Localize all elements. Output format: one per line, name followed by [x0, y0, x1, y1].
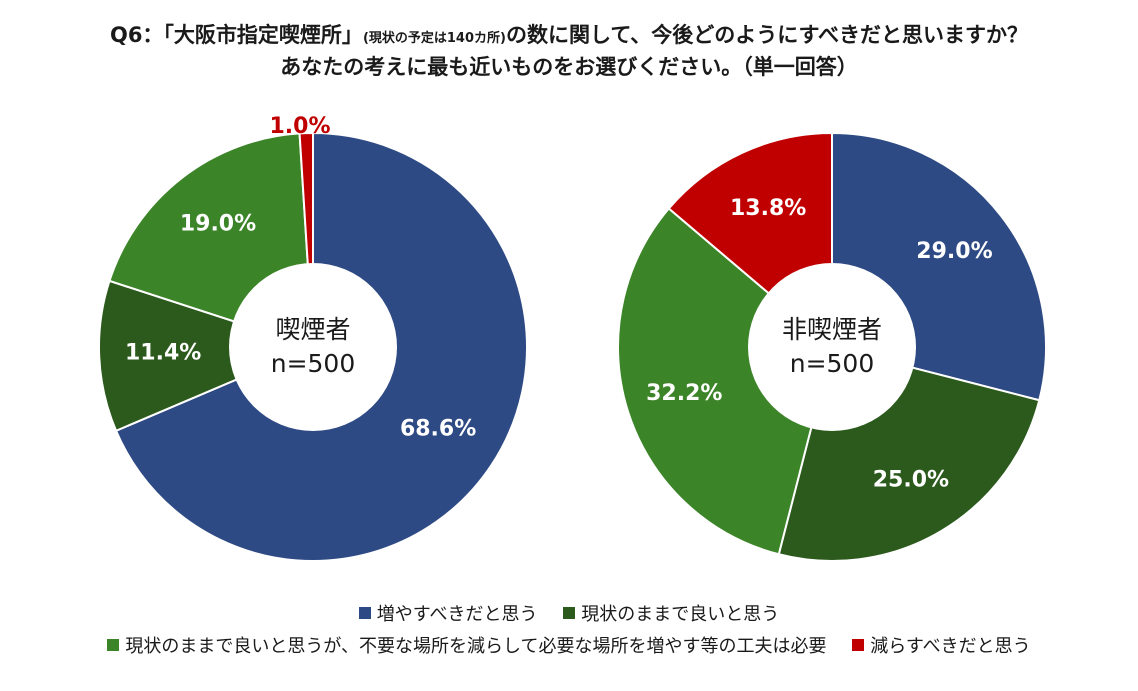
legend-label-decrease: 減らすべきだと思う	[870, 636, 1031, 657]
legend-item-keep-relocate: 現状のままで良いと思うが、不要な場所を減らして必要な場所を増やす等の工夫は必要	[107, 632, 826, 658]
center-group-label: 非喫煙者	[782, 315, 882, 344]
center-group-label: 喫煙者	[275, 315, 350, 344]
data-label-keep-relocate: 19.0%	[180, 212, 256, 237]
data-label-decrease: 13.8%	[730, 196, 806, 221]
donut-slice-keep-relocate	[617, 207, 834, 556]
legend-row-1: 増やすべきだと思う 現状のままで良いと思う	[0, 600, 1138, 626]
data-label-increase: 68.6%	[400, 417, 476, 442]
legend-item-decrease: 減らすべきだと思う	[852, 632, 1031, 658]
title-suffix: の数に関して、今後どのようにすべきだと思いますか？	[505, 23, 1029, 47]
legend-swatch-keep	[563, 607, 576, 619]
data-label-keep: 11.4%	[125, 341, 201, 366]
legend-item-increase: 増やすべきだと思う	[358, 600, 538, 626]
legend-label-keep: 現状のままで良いと思う	[581, 604, 780, 625]
legend-row-2: 現状のままで良いと思うが、不要な場所を減らして必要な場所を増やす等の工夫は必要 …	[0, 632, 1138, 658]
data-label-keep: 25.0%	[873, 467, 949, 492]
chart-title-line2: あなたの考えに最も近いものをお選びください。（単一回答）	[280, 55, 858, 79]
chart-title-line1: Q6：「大阪市指定喫煙所」(現状の予定は140カ所)の数に関して、今後どのように…	[0, 20, 1138, 54]
non-smokers-donut-chart: 29.0% 25.0% 32.2% 13.8% 非喫煙者 n=500	[617, 131, 1047, 562]
center-sample-size: n=500	[271, 349, 356, 378]
legend-swatch-keep-relocate	[107, 639, 120, 651]
smokers-donut-chart: 68.6% 11.4% 19.0% 1.0% 喫煙者 n=500	[98, 114, 528, 562]
data-label-decrease: 1.0%	[269, 114, 330, 139]
donut-center-hole	[229, 263, 397, 431]
center-sample-size: n=500	[790, 349, 875, 378]
title-note: (現状の予定は140カ所)	[362, 31, 506, 46]
donut-slice-keep	[98, 279, 316, 433]
legend-swatch-increase	[358, 607, 371, 619]
data-label-keep-relocate: 32.2%	[646, 381, 722, 406]
legend-swatch-decrease	[852, 639, 865, 651]
legend-label-keep-relocate: 現状のままで良いと思うが、不要な場所を減らして必要な場所を増やす等の工夫は必要	[125, 636, 827, 657]
donut-center-hole	[748, 263, 916, 431]
title-prefix: Q6：「大阪市指定喫煙所」	[109, 23, 363, 47]
legend-label-increase: 増やすべきだと思う	[376, 604, 538, 625]
data-label-increase: 29.0%	[916, 239, 992, 264]
legend-item-keep: 現状のままで良いと思う	[563, 600, 779, 626]
donut-charts: 68.6% 11.4% 19.0% 1.0% 喫煙者 n=500 29.0% 25.0% 32…	[98, 114, 1047, 562]
